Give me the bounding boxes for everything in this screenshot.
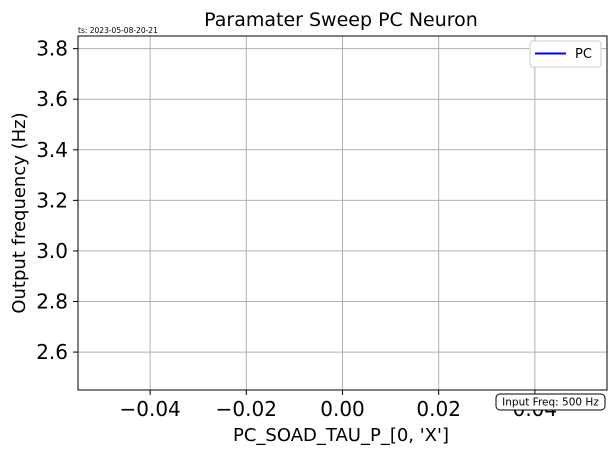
- legend: PC: [529, 40, 602, 68]
- timestamp-label: ts: 2023-05-08-20-21: [78, 26, 158, 35]
- x-tick-label: 0.02: [416, 397, 461, 421]
- grid-lines: [78, 36, 607, 390]
- x-tick-label: −0.04: [119, 397, 180, 421]
- x-tick-label: 0.00: [320, 397, 365, 421]
- y-tick-label: 3.8: [36, 37, 68, 61]
- legend-label-pc: PC: [575, 47, 592, 62]
- x-axis-title: PC_SOAD_TAU_P_[0, 'X']: [233, 425, 449, 446]
- y-tick-label: 2.8: [36, 290, 68, 314]
- y-tick-label: 3.4: [36, 138, 68, 162]
- y-axis-ticks: 2.6 2.8 3.0 3.2 3.4 3.6 3.8: [36, 37, 78, 364]
- annotation-text: Input Freq: 500 Hz: [502, 397, 599, 409]
- chart-title: Paramater Sweep PC Neuron: [204, 9, 478, 31]
- y-axis-title: Output frequency (Hz): [9, 112, 30, 313]
- x-tick-label: −0.02: [216, 397, 277, 421]
- y-tick-label: 3.6: [36, 87, 68, 111]
- y-tick-label: 3.2: [36, 188, 68, 212]
- y-tick-label: 3.0: [36, 239, 68, 263]
- y-tick-label: 2.6: [36, 340, 68, 364]
- input-frequency-annotation: Input Freq: 500 Hz: [495, 393, 606, 411]
- annotation-box: [495, 393, 606, 411]
